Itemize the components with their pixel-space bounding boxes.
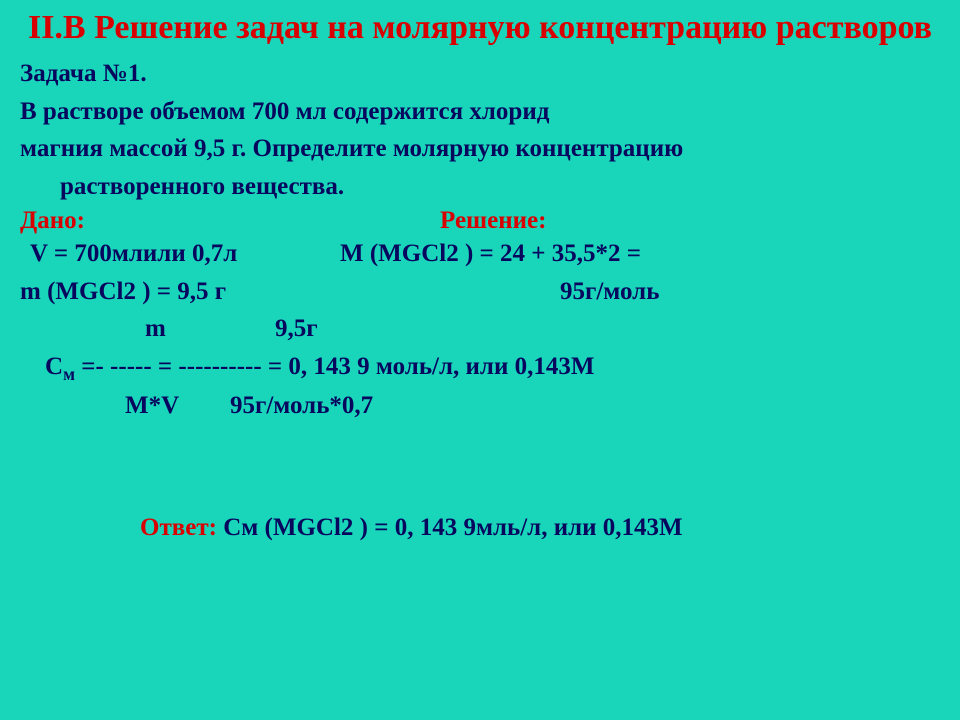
frac-mid-line: =- ----- = ---------- = 0, 143 9 моль/л,…: [75, 353, 594, 380]
slide: II.В Решение задач на молярную концентра…: [0, 0, 960, 720]
frac-top-val: 9,5г: [275, 310, 318, 348]
answer-value: См (MGCl2 ) = 0, 143 9мль/л, или 0,143М: [223, 514, 682, 541]
molar-mass-result: 95г/моль: [560, 273, 659, 311]
fraction-mid: См =- ----- = ---------- = 0, 143 9 моль…: [20, 348, 940, 387]
frac-bot-mv: M*V: [125, 387, 230, 425]
answer-line: Ответ: См (MGCl2 ) = 0, 143 9мль/л, или …: [20, 514, 940, 542]
molar-mass-calc: M (MGCl2 ) = 24 + 35,5*2 =: [340, 235, 641, 273]
given-solution-row: Дано: Решение:: [20, 207, 940, 235]
cm-symbol: С: [45, 353, 63, 380]
calc-row-2: m (MGCl2 ) = 9,5 г 95г/моль: [20, 273, 940, 311]
frac-top-m: m: [145, 310, 275, 348]
solution-label: Решение:: [440, 207, 546, 235]
slide-title: II.В Решение задач на молярную концентра…: [20, 8, 940, 47]
fraction-bot: M*V 95г/моль*0,7: [20, 387, 940, 425]
problem-line-3: растворенного вещества.: [20, 168, 940, 206]
fraction-top: m 9,5г: [20, 310, 940, 348]
task-label: Задача №1.: [20, 55, 940, 93]
given-volume: V = 700млили 0,7л: [20, 235, 340, 273]
problem-line-2: магния массой 9,5 г. Определите молярную…: [20, 130, 940, 168]
given-mass: m (MGCl2 ) = 9,5 г: [20, 273, 560, 311]
problem-line-1: В растворе объемом 700 мл содержится хло…: [20, 93, 940, 131]
answer-label: Ответ:: [140, 514, 223, 541]
cm-subscript: м: [63, 364, 75, 384]
given-label: Дано:: [20, 207, 440, 235]
calc-row-1: V = 700млили 0,7л M (MGCl2 ) = 24 + 35,5…: [20, 235, 940, 273]
frac-bot-val: 95г/моль*0,7: [230, 387, 373, 425]
